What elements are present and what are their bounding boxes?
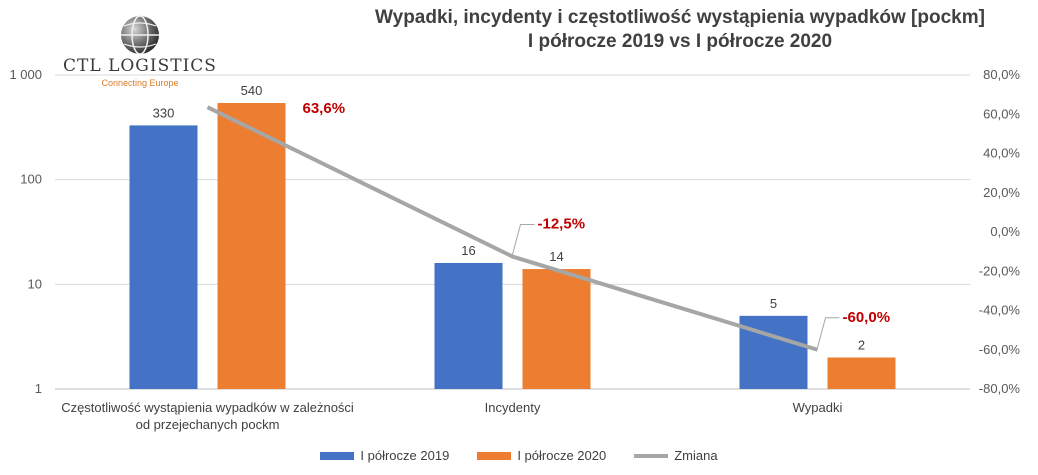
logo-tagline: Connecting Europe (101, 78, 179, 88)
y-left-tick-label: 100 (20, 172, 42, 187)
bar-value-label: 2 (858, 337, 865, 352)
y-right-tick-label: 60,0% (983, 106, 1020, 121)
leader-line (817, 317, 840, 348)
bar-value-label: 16 (461, 243, 475, 258)
bars (129, 103, 896, 389)
y-right-tick-label: 80,0% (983, 67, 1020, 82)
y-right-tick-label: -60,0% (979, 342, 1021, 357)
labels: 1 10 100 1 000 -80,0% -60,0% -40,0% -20,0% 0,0% 2… (9, 67, 1020, 432)
leader-line (512, 224, 535, 255)
chart-title: Wypadki, incydenty i częstotliwość wystą… (330, 6, 1030, 54)
x-tick-label: Wypadki (793, 400, 843, 415)
company-logo: CTL LOGISTICS Connecting Europe (60, 10, 220, 100)
y-left-tick-label: 1 000 (9, 67, 42, 82)
change-value-label: 63,6% (303, 100, 346, 117)
legend-swatch-change (634, 453, 669, 458)
globe-icon (121, 15, 159, 55)
bar (129, 125, 198, 389)
bar (827, 357, 896, 389)
grid-lines (55, 74, 970, 390)
bar-value-label: 330 (153, 105, 175, 120)
bar (739, 315, 808, 389)
logo-name: CTL LOGISTICS (63, 56, 217, 76)
legend-swatch-2020 (477, 451, 512, 460)
bar (217, 103, 286, 389)
legend-label-2020: I półrocze 2020 (517, 448, 607, 463)
y-right-tick-label: -80,0% (979, 381, 1021, 396)
legend-item-2020: I półrocze 2020 (477, 448, 606, 463)
chart-title-line-2: I półrocze 2019 vs I półrocze 2020 (527, 31, 833, 52)
legend: I półrocze 2019 I półrocze 2020 Zmiana (0, 448, 1038, 463)
y-right-tick-label: 20,0% (983, 185, 1020, 200)
x-tick-label: Incydenty (485, 400, 541, 415)
change-value-label: -12,5% (538, 216, 586, 233)
y-right-tick-label: -20,0% (979, 263, 1021, 278)
y-right-tick-label: 40,0% (983, 146, 1020, 161)
chart-title-line-1: Wypadki, incydenty i częstotliwość wystą… (375, 7, 985, 28)
bar-value-label: 540 (241, 83, 263, 98)
x-tick-label: Częstotliwość wystąpienia wypadków w zal… (61, 400, 354, 415)
y-right-tick-label: -40,0% (979, 303, 1021, 318)
bar-value-label: 5 (770, 296, 777, 311)
bar (434, 262, 503, 389)
legend-item-2019: I półrocze 2019 (320, 448, 449, 463)
y-left-tick-label: 10 (28, 276, 42, 291)
legend-label-change: Zmiana (674, 448, 718, 463)
y-right-tick-label: 0,0% (990, 224, 1020, 239)
change-line (206, 105, 840, 352)
bar (522, 269, 591, 389)
change-value-label: -60,0% (843, 309, 891, 326)
bar-value-label: 14 (549, 249, 563, 264)
legend-swatch-2019 (320, 451, 355, 460)
y-left-tick-label: 1 (35, 381, 42, 396)
legend-item-change: Zmiana (634, 448, 718, 463)
change-series-line (206, 105, 819, 352)
x-tick-label: od przejechanych pockm (136, 417, 280, 432)
legend-label-2019: I półrocze 2019 (360, 448, 450, 463)
